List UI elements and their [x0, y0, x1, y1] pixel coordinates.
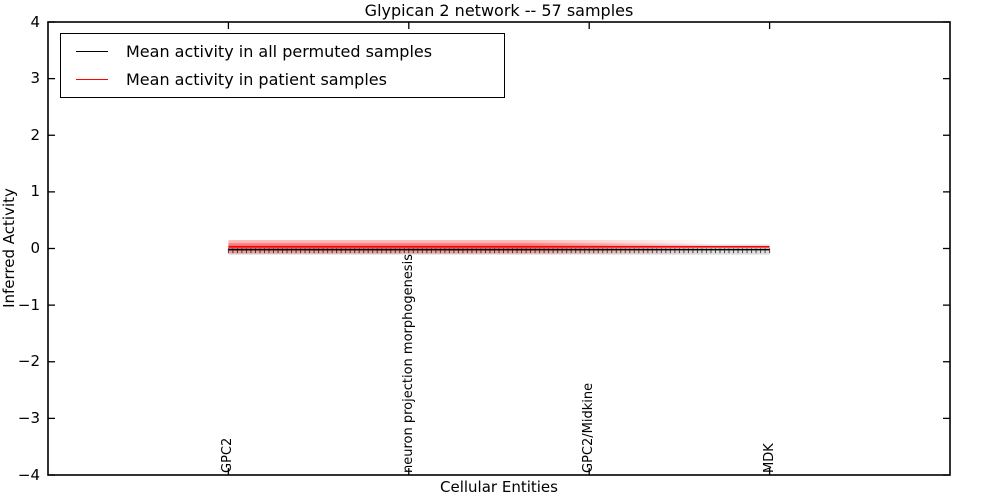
legend-entry-permuted: Mean activity in all permuted samples: [76, 42, 504, 61]
legend-line-sample-black: [76, 51, 108, 53]
y-tick-label: 1: [30, 182, 40, 201]
legend: Mean activity in all permuted samples Me…: [60, 33, 505, 98]
y-tick-label: −1: [17, 295, 40, 314]
x-axis-label: Cellular Entities: [440, 478, 558, 496]
y-tick-label: 4: [30, 12, 40, 31]
y-tick-label: 0: [30, 239, 40, 257]
legend-entry-patient: Mean activity in patient samples: [76, 70, 504, 89]
y-tick-label: −4: [17, 465, 40, 484]
y-tick-label: −2: [17, 352, 40, 371]
y-tick-label: 3: [30, 69, 40, 88]
y-tick-label: 2: [30, 125, 40, 144]
legend-label: Mean activity in all permuted samples: [126, 42, 433, 62]
chart-title: Glypican 2 network -- 57 samples: [364, 1, 634, 20]
y-tick-label: −3: [17, 408, 40, 427]
legend-line-sample-red: [76, 78, 108, 80]
legend-label: Mean activity in patient samples: [126, 69, 387, 89]
